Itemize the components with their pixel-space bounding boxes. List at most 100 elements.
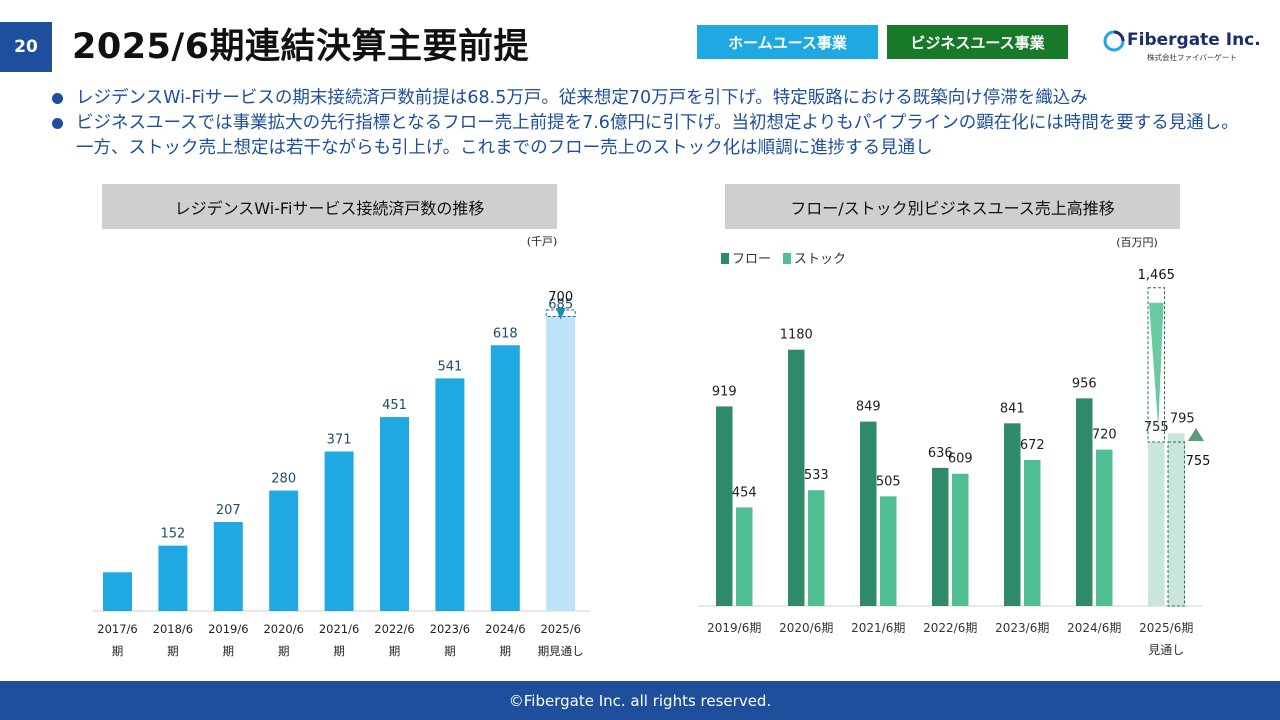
x-tick-label: 2018/6 [153, 622, 193, 636]
stock-data-label: 795 [1170, 411, 1195, 426]
x-tick-label: 2022/6 [374, 622, 414, 636]
stock-bar [1024, 460, 1041, 606]
x-tick-label: 2023/6 [430, 622, 470, 636]
data-label: 280 [271, 472, 296, 487]
down-arrow-icon [555, 308, 566, 320]
x-tick-label: 期 [223, 644, 235, 658]
x-tick-label: 期 [278, 644, 290, 658]
bullet-residence: レジデンスWi-Fiサービスの期末接続済戸数前提は68.5万戸。従来想定70万戸… [48, 86, 1248, 111]
data-label: 685 [548, 297, 573, 312]
previous-plan-box [545, 309, 576, 317]
x-tick-label: 期見通し [538, 644, 584, 658]
unit-label: (千戸) [527, 235, 558, 248]
x-tick-label: 2025/6 [540, 622, 580, 636]
business-use-tag: ビジネスユース事業 [887, 25, 1068, 59]
stock-data-label: 672 [1020, 438, 1045, 453]
company-logo: Fibergate Inc. 株式会社ファイバーゲート [1103, 28, 1261, 64]
x-tick-label: 2021/6 [319, 622, 359, 636]
x-tick-label: 期 [389, 644, 401, 658]
previous-plan-label: 700 [548, 290, 573, 305]
x-tick-label: 2023/6期 [995, 621, 1049, 635]
x-tick-label: 2019/6期 [707, 621, 761, 635]
bar-2020-6 [269, 490, 299, 611]
stock-bar [1168, 433, 1185, 606]
logo-text: Fibergate Inc. [1127, 30, 1261, 50]
data-label: 152 [160, 527, 185, 542]
x-tick-label: 2020/6 [263, 622, 303, 636]
bar-2021-6 [324, 451, 354, 611]
flow-data-label: 919 [712, 384, 737, 399]
flow-data-label: 956 [1072, 376, 1097, 391]
bar-2024-6 [490, 345, 520, 611]
flow-bar [1076, 398, 1093, 606]
legend-label-stock: ストック [794, 252, 846, 267]
bullet-business: ビジネスユースでは事業拡大の先行指標となるフロー売上前提を7.6億円に引下げ。当… [48, 111, 1248, 161]
stock-data-label: 454 [732, 485, 757, 500]
flow-data-label: 636 [928, 446, 953, 461]
legend-label-flow: フロー [732, 252, 771, 267]
x-tick-label: 2024/6期 [1067, 621, 1121, 635]
stock-bar [952, 473, 969, 606]
x-tick-label: 2025/6期 [1139, 621, 1193, 635]
legend-swatch-stock [783, 253, 791, 264]
x-tick-label: 見通し [1148, 643, 1184, 657]
data-label: 371 [327, 432, 352, 447]
x-tick-label: 2019/6 [208, 622, 248, 636]
bullet-text: ビジネスユースでは事業拡大の先行指標となるフロー売上前提を7.6億円に引下げ。当… [76, 113, 1239, 158]
up-arrow-icon [1188, 428, 1204, 442]
bar-2025-6 [546, 316, 576, 611]
flow-bar [716, 406, 733, 606]
logo-subtext: 株式会社ファイバーゲート [1147, 53, 1237, 62]
stock-bar [808, 490, 825, 606]
x-tick-label: 期 [167, 644, 179, 658]
flow-data-label: 755 [1144, 420, 1169, 435]
bar-2023-6 [435, 378, 465, 611]
x-tick-label: 2024/6 [485, 622, 525, 636]
x-tick-label: 期 [500, 644, 512, 658]
x-tick-label: 2020/6期 [779, 621, 833, 635]
bullet-dot-icon [52, 93, 63, 104]
summary-bullets: レジデンスWi-Fiサービスの期末接続済戸数前提は68.5万戸。従来想定70万戸… [48, 86, 1248, 161]
page-title: 2025/6期連結決算主要前提 [72, 27, 530, 67]
left-chart-title: レジデンスWi-Fiサービス接続済戸数の推移 [102, 184, 557, 229]
x-tick-label: 期 [333, 644, 345, 658]
right-chart-title: フロー/ストック別ビジネスユース売上高推移 [725, 184, 1180, 229]
flow-bar [932, 467, 949, 606]
flow-bar [788, 349, 805, 606]
flow-data-label: 1180 [780, 328, 813, 343]
stock-data-label: 533 [804, 468, 829, 483]
bullet-text: レジデンスWi-Fiサービスの期末接続済戸数前提は68.5万戸。従来想定70万戸… [76, 88, 1088, 108]
unit-label: (百万円) [1116, 236, 1158, 249]
x-tick-label: 2021/6期 [851, 621, 905, 635]
flow-bar [860, 421, 877, 606]
previous-plan-stock-label: 755 [1186, 454, 1211, 469]
business-sales-chart: (百万円) フロー ストック 919 454 2019/6期 1180 533 2020/6期 8… [698, 236, 1211, 657]
data-label: 618 [493, 326, 518, 341]
x-tick-label: 2017/6 [97, 622, 137, 636]
data-label: 207 [216, 503, 241, 518]
flow-data-label: 849 [856, 400, 881, 415]
stock-bar [736, 507, 753, 606]
bar-2018-6 [158, 545, 188, 611]
stock-bar [1096, 449, 1113, 606]
stock-data-label: 720 [1092, 428, 1117, 443]
x-tick-label: 期 [444, 644, 456, 658]
stock-bar [880, 496, 897, 606]
stock-data-label: 609 [948, 452, 973, 467]
flow-data-label: 841 [1000, 401, 1025, 416]
flow-bar [1148, 442, 1165, 606]
bar-2017-6 [103, 572, 132, 611]
flow-bar [1004, 423, 1021, 606]
footer-copyright: ©Fibergate Inc. all rights reserved. [0, 681, 1280, 720]
x-tick-label: 2022/6期 [923, 621, 977, 635]
bar-2022-6 [380, 417, 409, 611]
data-label: 541 [437, 359, 462, 374]
residence-wifi-chart: (千戸) 2017/6 期 152 2018/6 期 207 2019/6 期 280 2020/6… [93, 235, 590, 658]
down-arrow-icon [1149, 302, 1164, 429]
stock-data-label: 505 [876, 474, 901, 489]
fibergate-logo-icon [1103, 30, 1125, 52]
bar-2019-6 [213, 521, 243, 611]
page-number: 20 [0, 22, 52, 72]
data-label: 451 [382, 398, 407, 413]
previous-plan-flow-label: 1,465 [1138, 268, 1175, 283]
